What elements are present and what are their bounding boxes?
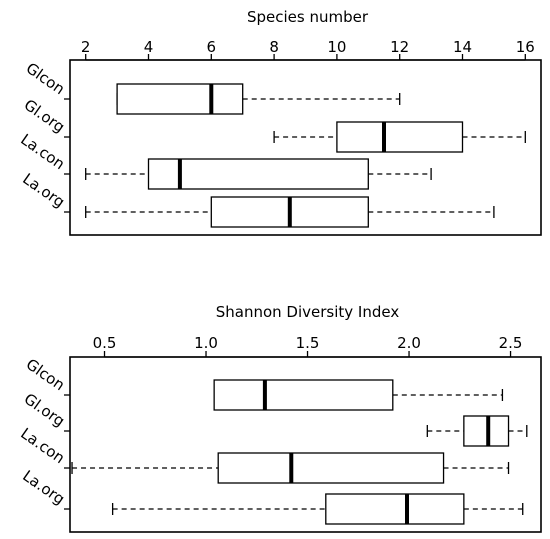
category-label: La.con xyxy=(17,424,68,467)
x-tick-label: 1.0 xyxy=(194,334,218,352)
x-tick-label: 2 xyxy=(81,38,91,56)
x-tick-label: 16 xyxy=(516,38,535,56)
box-rect xyxy=(217,452,445,484)
box-La.con xyxy=(85,158,432,190)
x-tick-label: 14 xyxy=(453,38,472,56)
category-label: La.org xyxy=(19,170,68,212)
x-tick-label: 1.5 xyxy=(296,334,320,352)
box-Gl.org xyxy=(426,415,528,447)
box-La.org xyxy=(85,196,495,228)
x-tick-label: 4 xyxy=(144,38,154,56)
box-rect xyxy=(463,415,510,447)
box-La.org xyxy=(111,493,524,525)
box-rect xyxy=(336,121,464,153)
chart-title: Species number xyxy=(247,8,369,26)
box-La.con xyxy=(71,452,510,484)
box-rect xyxy=(213,379,394,411)
chart-title: Shannon Diversity Index xyxy=(216,303,400,321)
x-tick-label: 6 xyxy=(207,38,217,56)
box-Glcon xyxy=(213,379,504,411)
box-rect xyxy=(116,83,244,115)
category-label: La.con xyxy=(17,130,68,173)
x-tick-label: 12 xyxy=(390,38,409,56)
category-label: Glcon xyxy=(23,59,68,98)
x-tick-label: 2.0 xyxy=(397,334,421,352)
x-tick-label: 2.5 xyxy=(499,334,523,352)
category-label: La.org xyxy=(19,467,68,509)
box-Gl.org xyxy=(273,121,526,153)
x-tick-label: 0.5 xyxy=(93,334,117,352)
x-tick-label: 8 xyxy=(269,38,279,56)
box-rect xyxy=(147,158,369,190)
category-label: Glcon xyxy=(23,355,68,394)
chart-panel-2: Shannon Diversity Index 0.5 1.0 1.5 2.0 2.5 Gl… xyxy=(17,303,542,533)
box-Glcon xyxy=(116,83,401,115)
box-rect xyxy=(325,493,465,525)
x-tick-label: 10 xyxy=(327,38,346,56)
